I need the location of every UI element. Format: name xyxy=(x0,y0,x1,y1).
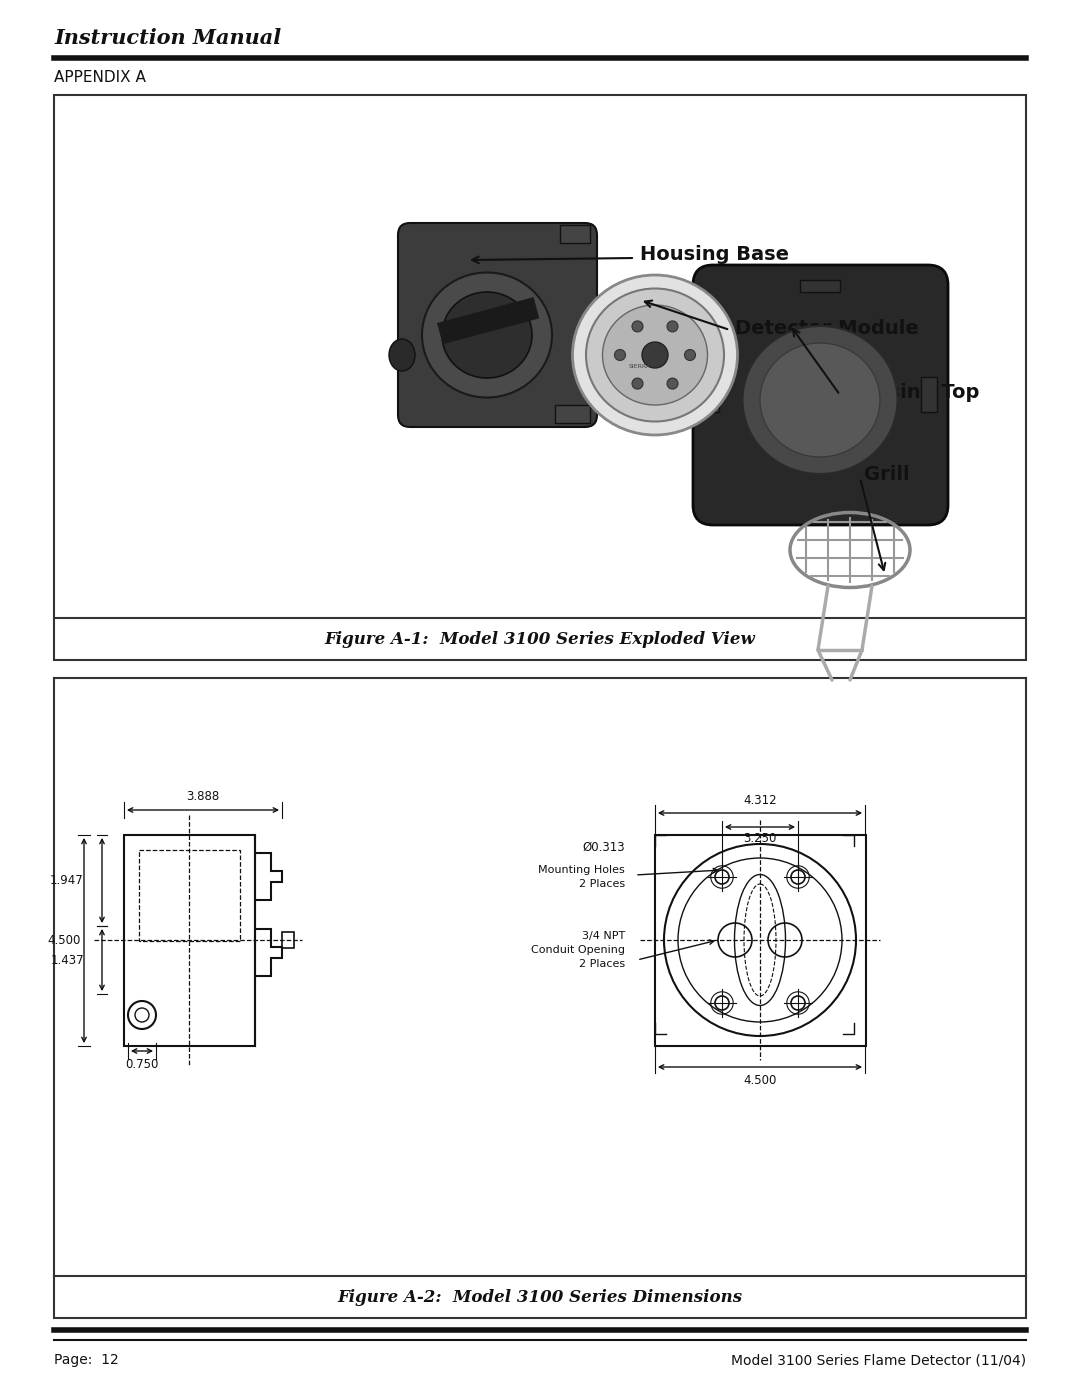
Bar xyxy=(561,225,590,243)
Text: 4.500: 4.500 xyxy=(743,1074,777,1087)
Text: Figure A-2:  Model 3100 Series Dimensions: Figure A-2: Model 3100 Series Dimensions xyxy=(337,1288,743,1306)
Bar xyxy=(282,932,294,949)
Text: Ø0.313: Ø0.313 xyxy=(582,841,625,854)
Ellipse shape xyxy=(422,272,552,398)
Bar xyxy=(555,405,590,423)
Text: Figure A-1:  Model 3100 Series Exploded View: Figure A-1: Model 3100 Series Exploded V… xyxy=(325,630,755,647)
FancyBboxPatch shape xyxy=(399,224,597,427)
Bar xyxy=(921,377,937,412)
Ellipse shape xyxy=(603,305,707,405)
Circle shape xyxy=(685,349,696,360)
Text: APPENDIX A: APPENDIX A xyxy=(54,70,146,85)
Text: 4.312: 4.312 xyxy=(743,795,777,807)
Text: Mounting Holes
2 Places: Mounting Holes 2 Places xyxy=(538,865,625,888)
Text: Housing Top: Housing Top xyxy=(845,384,980,402)
Ellipse shape xyxy=(760,344,880,457)
Text: Grill: Grill xyxy=(864,465,909,485)
Text: 4.500: 4.500 xyxy=(48,935,81,947)
Text: Model 3100 Series Flame Detector (11/04): Model 3100 Series Flame Detector (11/04) xyxy=(731,1354,1026,1368)
Circle shape xyxy=(632,321,643,332)
Bar xyxy=(800,279,840,292)
Circle shape xyxy=(667,379,678,390)
Circle shape xyxy=(615,349,625,360)
Ellipse shape xyxy=(442,292,532,379)
Text: Housing Base: Housing Base xyxy=(640,246,789,264)
Text: Page:  12: Page: 12 xyxy=(54,1354,119,1368)
FancyBboxPatch shape xyxy=(693,265,948,525)
Ellipse shape xyxy=(572,275,738,434)
Text: 3.250: 3.250 xyxy=(743,833,777,845)
Text: Instruction Manual: Instruction Manual xyxy=(54,28,281,47)
Bar xyxy=(124,835,255,1046)
Text: 1.947: 1.947 xyxy=(50,875,84,887)
Bar xyxy=(54,95,1026,659)
Bar xyxy=(54,678,1026,1317)
Text: 3.888: 3.888 xyxy=(187,791,219,803)
Circle shape xyxy=(632,379,643,390)
Bar xyxy=(654,835,866,1046)
Text: Detector Module: Detector Module xyxy=(735,319,919,338)
Bar xyxy=(703,377,719,412)
Circle shape xyxy=(667,321,678,332)
Bar xyxy=(139,849,240,942)
Ellipse shape xyxy=(389,339,415,372)
Text: 1.437: 1.437 xyxy=(50,954,84,967)
Ellipse shape xyxy=(586,289,724,422)
Text: 3/4 NPT
Conduit Opening
2 Places: 3/4 NPT Conduit Opening 2 Places xyxy=(531,930,625,970)
Circle shape xyxy=(642,342,669,367)
Text: 0.750: 0.750 xyxy=(125,1058,159,1070)
Ellipse shape xyxy=(743,326,897,474)
Text: SIERRA: SIERRA xyxy=(629,365,651,369)
Bar xyxy=(437,298,539,344)
